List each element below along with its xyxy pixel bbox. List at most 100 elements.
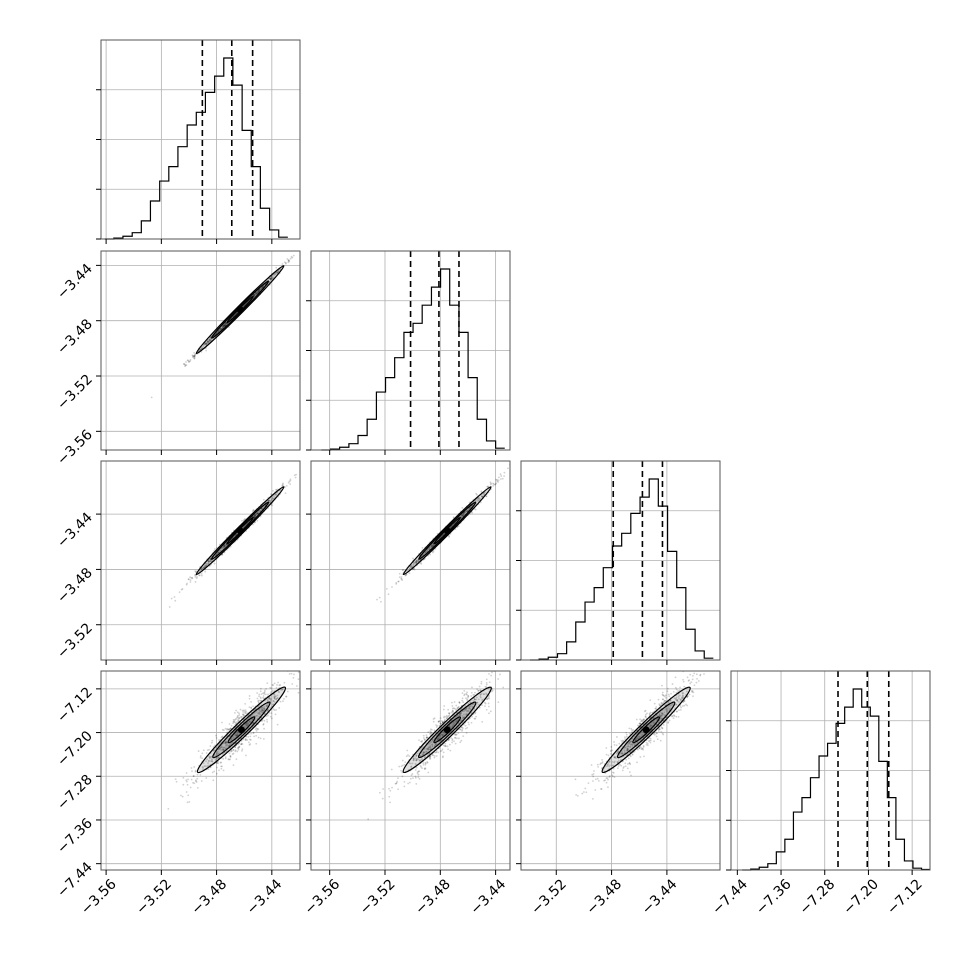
scatter-point — [476, 494, 478, 496]
histogram-bar — [558, 654, 567, 660]
density-peak — [238, 726, 245, 733]
x-tick-label: −7.20 — [840, 876, 882, 918]
scatter-point — [229, 753, 231, 755]
scatter-point — [263, 695, 265, 697]
scatter-point — [398, 766, 400, 768]
scatter-point — [445, 716, 447, 718]
scatter-point — [274, 682, 276, 684]
scatter-point — [518, 657, 520, 659]
scatter-point — [241, 520, 243, 522]
scatter-point — [429, 758, 431, 760]
scatter-point — [246, 739, 248, 741]
scatter-point — [284, 261, 286, 263]
scatter-point — [513, 463, 515, 465]
scatter-point — [205, 777, 207, 779]
scatter-point — [403, 786, 405, 788]
scatter-point — [282, 700, 284, 702]
scatter-point — [588, 782, 590, 784]
scatter-point — [401, 576, 403, 578]
scatter-point — [245, 755, 247, 757]
scatter-point — [264, 720, 266, 722]
scatter-point — [408, 755, 410, 757]
scatter-point — [198, 574, 200, 576]
scatter-point — [620, 740, 622, 742]
x-tick-label: −7.12 — [884, 876, 926, 918]
scatter-point — [288, 259, 290, 261]
scatter-point — [475, 716, 477, 718]
y-tick-label: −7.28 — [54, 772, 96, 814]
scatter-point — [461, 507, 463, 509]
scatter-point — [263, 738, 265, 740]
scatter-point — [183, 363, 185, 365]
scatter-point — [175, 778, 177, 780]
scatter-point — [488, 673, 490, 675]
histogram-bar — [404, 332, 413, 450]
scatter-point — [411, 773, 413, 775]
scatter-point — [667, 688, 669, 690]
scatter-point — [305, 241, 307, 243]
scatter-point — [185, 364, 187, 366]
histogram-outline — [530, 479, 713, 660]
y-tick-label: −3.44 — [54, 261, 96, 303]
scatter-point — [468, 724, 470, 726]
scatter-point — [272, 490, 274, 492]
scatter-point — [182, 784, 184, 786]
scatter-point — [503, 475, 505, 477]
scatter-point — [443, 709, 445, 711]
scatter-point — [194, 574, 196, 576]
scatter-point — [409, 782, 411, 784]
scatter-point — [443, 751, 445, 753]
scatter-point — [692, 675, 694, 677]
histogram-bar — [870, 716, 879, 870]
scatter-point — [402, 569, 404, 571]
histogram-bar — [896, 839, 905, 870]
scatter-point — [263, 728, 265, 730]
scatter-point — [444, 743, 446, 745]
histogram-bar — [132, 233, 141, 239]
scatter-point — [266, 719, 268, 721]
scatter-point — [433, 551, 435, 553]
scatter-point — [187, 801, 189, 803]
density-peak — [237, 527, 244, 534]
scatter-point — [622, 769, 624, 771]
scatter-inner — [151, 241, 307, 399]
scatter-point — [395, 582, 397, 584]
scatter-point — [249, 695, 251, 697]
scatter-point — [186, 583, 188, 585]
scatter-point — [171, 598, 173, 600]
scatter-point — [449, 750, 451, 752]
scatter-point — [197, 787, 199, 789]
scatter-point — [471, 686, 473, 688]
histogram-bar — [486, 441, 495, 450]
scatter-point — [488, 712, 490, 714]
scatter-point — [397, 777, 399, 779]
scatter-point — [507, 467, 509, 469]
y-tick-label: −7.36 — [54, 815, 96, 857]
histogram-bar — [422, 305, 431, 450]
scatter-point — [253, 732, 255, 734]
panel-frame — [311, 461, 510, 660]
scatter-point — [216, 737, 218, 739]
scatter-point — [597, 766, 599, 768]
histogram-outline — [742, 689, 930, 870]
scatter-point — [278, 707, 280, 709]
scatter-point — [379, 792, 381, 794]
scatter-point — [256, 520, 258, 522]
y-tick-label: −3.48 — [54, 316, 96, 358]
scatter-point — [461, 700, 463, 702]
scatter-point — [454, 734, 456, 736]
scatter-point — [436, 726, 438, 728]
scatter-point — [190, 579, 192, 581]
scatter-point — [262, 692, 264, 694]
scatter-point — [291, 683, 293, 685]
y-tick-label: −7.20 — [54, 728, 96, 770]
scatter-point — [424, 762, 426, 764]
scatter-point — [182, 796, 184, 798]
scatter-point — [492, 483, 494, 485]
scatter-point — [270, 716, 272, 718]
scatter-point — [222, 758, 224, 760]
scatter-point — [452, 708, 454, 710]
density-peak — [444, 726, 451, 733]
